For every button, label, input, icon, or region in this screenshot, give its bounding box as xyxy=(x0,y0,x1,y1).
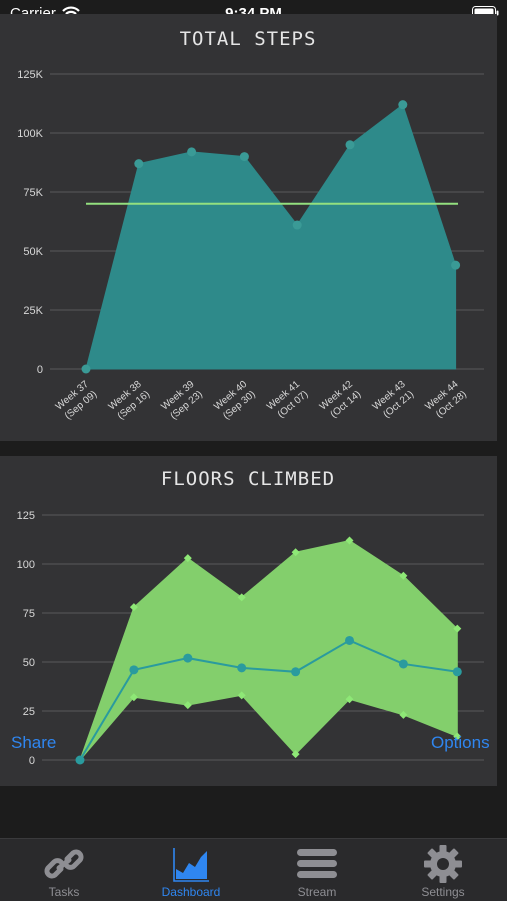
gear-icon xyxy=(424,845,462,883)
floors-average-line xyxy=(79,639,458,761)
steps-point xyxy=(451,260,461,270)
floors-min-point xyxy=(129,693,138,702)
y-tick-label: 0 xyxy=(29,755,35,767)
floors-min-point xyxy=(345,695,354,704)
floors-min-point xyxy=(237,691,246,700)
y-tick-label: 25 xyxy=(23,706,35,718)
floors-average-point xyxy=(183,653,193,663)
share-button[interactable]: Share xyxy=(11,733,57,752)
area-chart-icon xyxy=(173,848,209,882)
y-tick-label: 50 xyxy=(23,657,35,669)
floors-range-band xyxy=(79,539,458,761)
tab-dashboard[interactable]: Dashboard xyxy=(131,839,251,901)
y-tick-label: 50K xyxy=(23,246,43,258)
x-tick-label: Week 42(Oct 14) xyxy=(318,379,364,423)
steps-point xyxy=(81,364,91,374)
chart-title: TOTAL STEPS xyxy=(180,28,317,50)
y-tick-label: 75 xyxy=(23,608,35,620)
floors-min-point xyxy=(453,732,462,741)
link-icon xyxy=(44,849,84,879)
floors-max-point xyxy=(345,536,354,545)
steps-point xyxy=(134,159,144,169)
floors-climbed-chart: FLOORS CLIMBED 0 25 50 75 100 125 xyxy=(17,468,484,767)
floors-average-point xyxy=(452,667,462,677)
total-steps-chart: TOTAL STEPS 0 25K 50K 75K 100K 125K Week 37(Sep… xyxy=(17,28,484,423)
x-tick-label: Week 38(Sep 16) xyxy=(107,379,153,423)
floors-average-point xyxy=(291,667,301,677)
floors-min-point xyxy=(291,750,300,759)
steps-point xyxy=(292,220,302,230)
floors-min-point xyxy=(399,710,408,719)
tab-settings[interactable]: Settings xyxy=(383,839,503,901)
tab-stream[interactable]: Stream xyxy=(257,839,377,901)
floors-max-point xyxy=(129,603,138,612)
tab-tasks-label: Tasks xyxy=(48,885,80,899)
x-tick-label: Week 43(Oct 21) xyxy=(371,379,417,423)
steps-point xyxy=(345,140,355,150)
tab-bar: Tasks Dashboard Stream xyxy=(0,838,507,901)
steps-point xyxy=(398,100,408,110)
floors-max-point xyxy=(291,548,300,557)
x-tick-label: Week 41(Oct 07) xyxy=(265,379,311,423)
floors-min-point xyxy=(183,701,192,710)
total-steps-panel: TOTAL STEPS 0 25K 50K 75K 100K 125K Week 37(Sep… xyxy=(0,14,497,441)
floors-average-point xyxy=(237,663,247,673)
y-tick-label: 100 xyxy=(17,559,35,571)
y-tick-label: 100K xyxy=(17,128,43,140)
floors-average-point xyxy=(398,659,408,669)
stream-icon xyxy=(297,849,337,878)
tab-dashboard-label: Dashboard xyxy=(161,885,221,899)
options-button[interactable]: Options xyxy=(431,733,490,752)
floors-climbed-panel: FLOORS CLIMBED 0 25 50 75 100 125 xyxy=(0,456,497,786)
steps-area xyxy=(85,103,457,370)
tab-stream-label: Stream xyxy=(297,885,337,899)
floors-average-point xyxy=(129,665,139,675)
y-tick-label: 75K xyxy=(23,187,43,199)
y-tick-label: 25K xyxy=(23,305,43,317)
x-tick-label: Week 39(Sep 23) xyxy=(159,379,205,423)
floors-average-point xyxy=(345,635,354,645)
floors-max-point xyxy=(399,571,408,580)
x-tick-label: Week 37(Sep 09) xyxy=(54,379,100,423)
floors-max-point xyxy=(453,624,462,633)
chart-title: FLOORS CLIMBED xyxy=(161,468,335,490)
y-tick-label: 0 xyxy=(37,364,43,376)
tab-settings-label: Settings xyxy=(421,885,465,899)
y-tick-label: 125K xyxy=(17,69,43,81)
y-tick-label: 125 xyxy=(17,510,35,522)
x-tick-label: Week 44(Oct 28) xyxy=(423,379,469,423)
floors-max-point xyxy=(237,593,246,602)
tab-tasks[interactable]: Tasks xyxy=(4,839,124,901)
steps-point xyxy=(239,152,249,162)
floors-max-point xyxy=(183,554,192,563)
x-tick-label: Week 40(Sep 30) xyxy=(212,379,258,423)
steps-point xyxy=(187,147,197,157)
floors-average-point xyxy=(75,755,85,765)
